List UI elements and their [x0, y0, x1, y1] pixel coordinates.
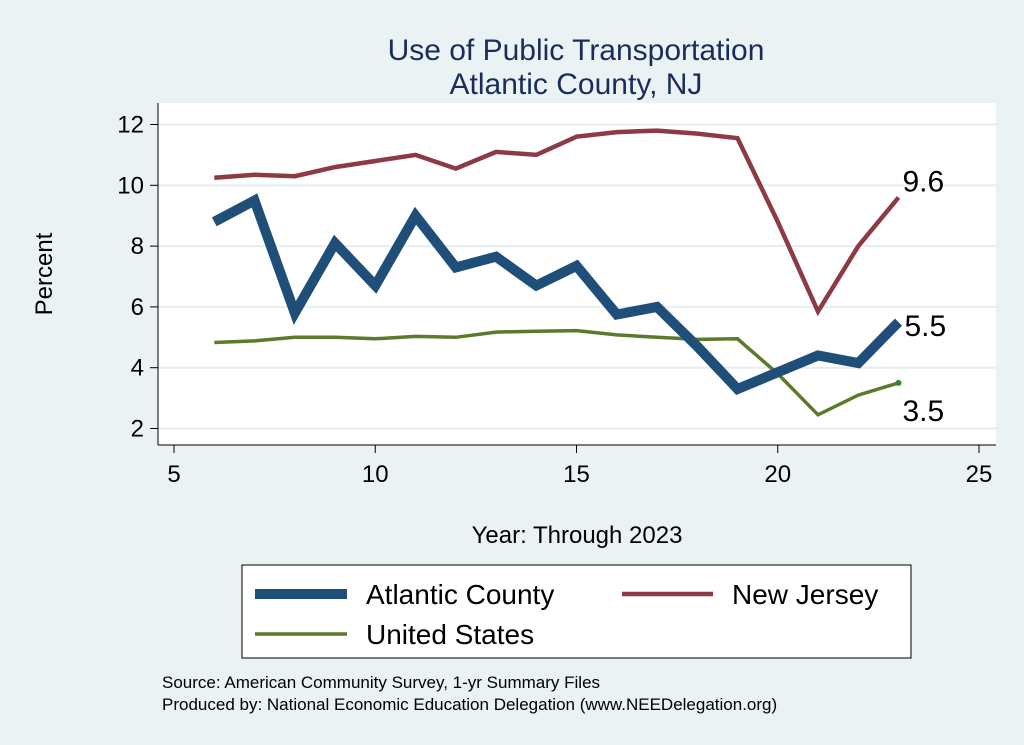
- end-label-united-states: 3.5: [903, 395, 945, 428]
- y-tick-label: 10: [117, 172, 144, 199]
- y-tick-label: 2: [131, 416, 144, 443]
- x-tick-label: 5: [167, 461, 180, 488]
- chart-title: Use of Public Transportation: [388, 34, 765, 67]
- legend-label-atlantic-county: Atlantic County: [366, 579, 554, 610]
- series-line-new-jersey: [214, 128, 901, 317]
- source-note: Source: American Community Survey, 1-yr …: [162, 673, 600, 692]
- y-tick-label: 12: [117, 112, 144, 139]
- x-tick-label: 25: [966, 461, 993, 488]
- legend-label-united-states: United States: [366, 619, 534, 650]
- x-tick-label: 10: [362, 461, 389, 488]
- series-line-united-states: [214, 328, 900, 417]
- chart-subtitle: Atlantic County, NJ: [450, 68, 703, 101]
- series-line-atlantic-county: [211, 193, 903, 395]
- y-tick-label: 8: [131, 233, 144, 260]
- end-label-new-jersey: 9.6: [903, 165, 945, 198]
- end-labels: 5.5 9.6 3.5: [903, 165, 947, 427]
- produced-by-note: Produced by: National Economic Education…: [162, 695, 777, 714]
- x-tick-label: 20: [764, 461, 791, 488]
- y-axis-title: Percent: [31, 232, 58, 315]
- legend: Atlantic County New Jersey United States: [241, 564, 912, 659]
- series-lines: [211, 128, 903, 417]
- x-axis-title: Year: Through 2023: [472, 522, 683, 549]
- series-endpoint-united-states: [895, 379, 902, 386]
- end-label-atlantic-county: 5.5: [905, 310, 947, 343]
- y-tick-label: 6: [131, 294, 144, 321]
- axes: 2 4 6 8 10 12 5 10 15 20 25: [117, 103, 996, 488]
- legend-box: [241, 564, 912, 659]
- x-tick-label: 15: [563, 461, 590, 488]
- legend-label-new-jersey: New Jersey: [732, 579, 878, 610]
- legend-entries: Atlantic County New Jersey United States: [255, 579, 878, 650]
- y-tick-label: 4: [131, 355, 144, 382]
